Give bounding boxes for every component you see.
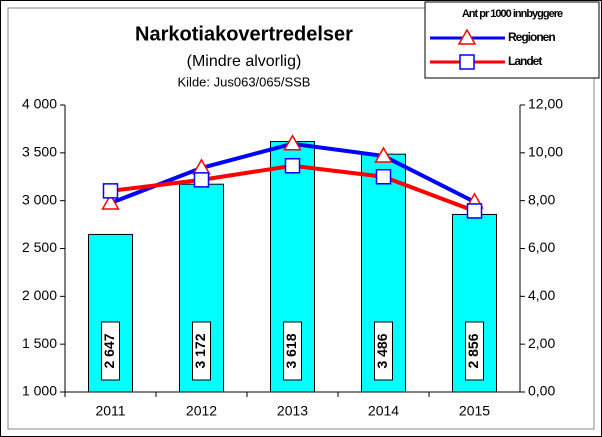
- value-label-box: [192, 321, 211, 381]
- value-label: 3 618: [283, 333, 299, 368]
- value-label-box: [374, 321, 393, 381]
- value-label: 2 647: [101, 333, 117, 368]
- marker: [374, 146, 393, 163]
- y-tick-label: 3 000: [22, 191, 57, 207]
- value-label-box: [101, 321, 120, 381]
- legend: [424, 1, 600, 79]
- marker: [283, 134, 302, 151]
- legend-label: Landet: [508, 54, 542, 68]
- y-tick-label: 1 000: [22, 383, 57, 399]
- x-tick-label: 2013: [277, 403, 308, 419]
- y2-tick-label: 10,00: [528, 144, 563, 160]
- value-label-box: [465, 321, 484, 381]
- value-label: 3 486: [374, 333, 390, 368]
- y-tick-label: 4 000: [22, 96, 57, 112]
- y2-tick-label: 6,00: [528, 239, 555, 255]
- marker: [375, 169, 392, 185]
- source: Kilde: Jus063/065/SSB: [178, 74, 311, 89]
- chart-border: [7, 7, 595, 430]
- value-label: 2 856: [465, 333, 481, 368]
- y2-tick-label: 4,00: [528, 287, 555, 303]
- x-tick-label: 2011: [95, 403, 125, 419]
- value-label-box: [283, 321, 302, 381]
- x-tick-label: 2014: [368, 403, 399, 419]
- marker: [102, 183, 119, 199]
- x-tick-label: 2015: [459, 403, 490, 419]
- y-tick-label: 1 500: [22, 335, 57, 351]
- marker: [459, 54, 475, 70]
- chart-title: Narkotiakovertredelser: [135, 23, 353, 45]
- chart-subtitle: (Mindre alvorlig): [187, 53, 302, 70]
- marker: [466, 203, 483, 219]
- x-tick-label: 2012: [186, 403, 217, 419]
- y2-tick-label: 2,00: [528, 335, 555, 351]
- marker: [101, 193, 120, 210]
- y2-tick-label: 0,00: [528, 383, 555, 399]
- marker: [193, 172, 210, 188]
- y-tick-label: 2 500: [22, 239, 57, 255]
- y-tick-label: 2 000: [22, 287, 57, 303]
- legend-title: Ant pr 1000 innbyggere: [462, 8, 563, 20]
- y-tick-label: 3 500: [22, 144, 57, 160]
- value-label: 3 172: [192, 333, 208, 368]
- legend-label: Regionen: [508, 30, 555, 44]
- marker: [457, 28, 477, 45]
- y2-tick-label: 12,00: [528, 96, 563, 112]
- marker: [284, 157, 301, 174]
- y2-tick-label: 8,00: [528, 191, 555, 207]
